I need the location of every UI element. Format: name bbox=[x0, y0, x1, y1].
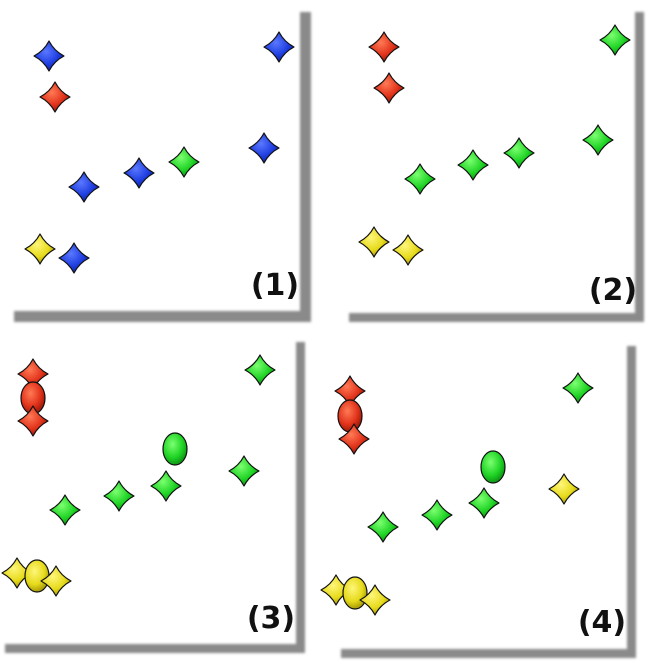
panel-2-yellow-star-9 bbox=[392, 234, 424, 266]
panel-3-green-ellipse-5 bbox=[162, 432, 188, 466]
panel-2-red-star-2 bbox=[373, 72, 405, 104]
panel-3-items bbox=[1, 354, 276, 597]
panel-2-red-star-1 bbox=[368, 31, 400, 63]
panel-1: (1) bbox=[14, 12, 311, 322]
panel-2-label: (2) bbox=[589, 273, 637, 308]
panel-4-items bbox=[320, 372, 594, 616]
panel-2-green-star-7 bbox=[582, 124, 614, 156]
panel-2-green-star-3 bbox=[599, 24, 631, 56]
panel-4-yellow-star-12 bbox=[359, 584, 391, 616]
panel-3-label: (3) bbox=[247, 601, 295, 636]
panel-2: (2) bbox=[349, 12, 644, 322]
panel-3: (3) bbox=[1, 342, 305, 653]
panel-4-red-ellipse-2 bbox=[337, 399, 363, 433]
panel-3-red-star-3 bbox=[17, 405, 49, 437]
panel-1-label: (1) bbox=[251, 268, 299, 303]
panel-3-green-star-9 bbox=[228, 455, 260, 487]
panel-3-yellow-star-12 bbox=[40, 565, 72, 597]
panel-1-yellow-star-8 bbox=[24, 233, 56, 265]
panel-2-green-star-4 bbox=[404, 163, 436, 195]
panel-1-blue-star-6 bbox=[248, 132, 280, 164]
panel-4: (4) bbox=[320, 346, 636, 658]
panel-1-blue-star-7 bbox=[123, 157, 155, 189]
panel-4-label: (4) bbox=[578, 605, 626, 640]
panel-1-blue-star-3 bbox=[263, 31, 295, 63]
panel-3-green-star-6 bbox=[49, 494, 81, 526]
panel-4-green-ellipse-5 bbox=[480, 450, 506, 484]
panel-4-yellow-ellipse-11 bbox=[342, 576, 368, 610]
panel-4-green-star-6 bbox=[367, 511, 399, 543]
panel-4-yellow-star-9 bbox=[548, 473, 580, 505]
panel-3-green-star-4 bbox=[244, 354, 276, 386]
panel-1-blue-star-4 bbox=[68, 171, 100, 203]
panel-4-green-star-7 bbox=[421, 499, 453, 531]
panel-2-green-star-6 bbox=[503, 137, 535, 169]
panel-3-green-star-7 bbox=[103, 480, 135, 512]
panel-1-green-star-5 bbox=[168, 146, 200, 178]
panel-1-red-star-2 bbox=[39, 81, 71, 113]
panel-4-red-star-3 bbox=[338, 423, 370, 455]
panel-3-green-star-8 bbox=[150, 470, 182, 502]
panel-1-blue-star-1 bbox=[33, 40, 65, 72]
panel-1-items bbox=[24, 31, 295, 274]
panel-3-yellow-ellipse-11 bbox=[24, 559, 50, 593]
panel-1-blue-star-9 bbox=[58, 242, 90, 274]
panel-2-items bbox=[358, 24, 631, 266]
panel-4-green-star-4 bbox=[562, 372, 594, 404]
panel-4-green-star-8 bbox=[468, 487, 500, 519]
panel-2-yellow-star-8 bbox=[358, 226, 390, 258]
panel-2-green-star-5 bbox=[457, 149, 489, 181]
